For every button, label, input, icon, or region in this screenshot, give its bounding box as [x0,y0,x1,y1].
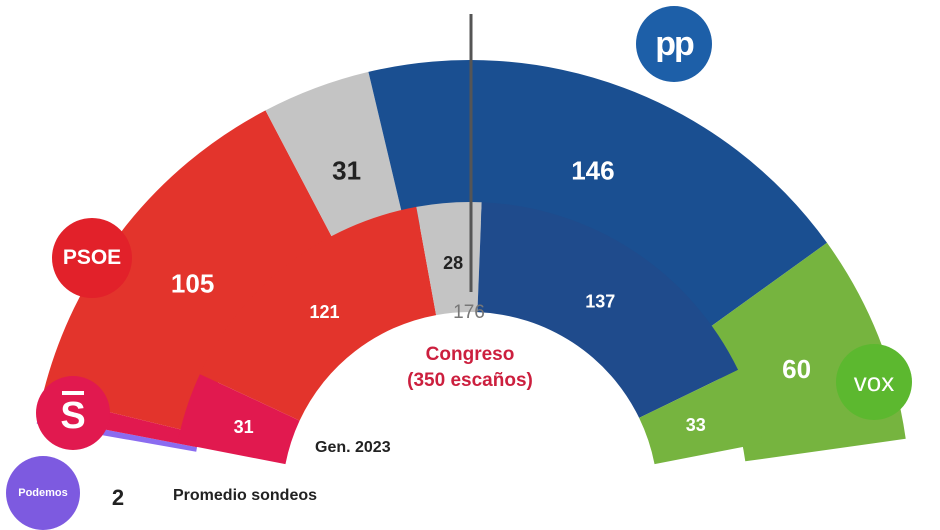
sumar-logo: S [36,376,110,450]
sumar-logo-text: S [60,395,86,437]
pp-logo-text: pp [655,24,695,63]
ring-0-label-vox: 60 [782,354,811,384]
segment-labels: 610531146603112128137332 [62,156,811,510]
ring-0-label-psoe: 105 [171,269,214,299]
ring-1-label-otros: 28 [443,253,463,273]
podemos-logo-text: Podemos [18,487,68,499]
ring-1-segment-sumar [177,374,300,465]
pp-logo: pp [636,6,712,82]
ring-0-segment-pp [368,59,827,338]
ring-1-segment-otros [416,202,482,316]
ring-1-label-sumar: 31 [234,417,254,437]
psoe-logo: PSOE [52,218,132,298]
ring-1-segment-pp [477,202,739,418]
ring-0-label-otros: 31 [332,156,361,186]
ring-1-label-vox: 33 [686,415,706,435]
center-title: Congreso [426,344,515,365]
ring-1-segment-vox [639,369,763,465]
ring-1-label-psoe: 121 [309,302,339,322]
ring-0-label-podemos: 2 [112,485,124,510]
ring-0-label-pp: 146 [571,156,614,186]
ring-0-segment-psoe [42,110,341,435]
ring-name-outer: Promedio sondeos [173,487,317,504]
center-subtitle: (350 escaños) [407,370,533,391]
ring-name-inner: Gen. 2023 [315,439,391,456]
ring-1-label-pp: 137 [585,291,615,311]
inner-ring-gen-2023 [177,202,763,465]
podemos-logo: Podemos [6,456,80,530]
ring-0-segment-otros [265,71,406,254]
majority-label: 176 [453,302,485,323]
ring-1-segment-psoe [199,206,437,421]
vox-logo-text: vox [853,366,895,397]
psoe-logo-text: PSOE [62,246,122,269]
vox-logo: vox [836,344,912,420]
